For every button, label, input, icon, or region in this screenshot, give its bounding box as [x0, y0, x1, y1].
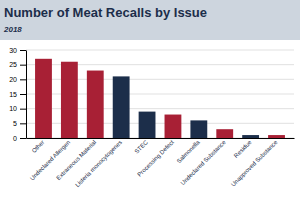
y-tick-mark	[20, 94, 26, 95]
y-tick: 15	[9, 91, 26, 98]
bars	[35, 59, 285, 138]
y-tick: 25	[9, 61, 26, 68]
x-axis: OtherUndeclared AllergenExtraneous Mater…	[27, 138, 295, 188]
y-tick-mark	[20, 50, 26, 51]
plot-area: 0 5 10 15 20 25 30 OtherUndeclared AllergenExtr…	[9, 47, 294, 188]
bar	[216, 129, 233, 138]
grid-line	[26, 50, 294, 51]
y-tick-mark	[20, 123, 26, 124]
x-tick-label: Salmonella	[176, 139, 202, 165]
y-tick-label: 15	[9, 91, 17, 98]
grid	[26, 50, 294, 138]
x-tick-label: Undeclared Substance	[180, 139, 228, 187]
x-tick-label: Processing Defect	[136, 139, 175, 178]
bar	[139, 112, 156, 138]
chart-svg: Number of Meat Recalls by Issue 2018 0 5 10 1…	[0, 0, 300, 200]
bar	[190, 120, 207, 138]
y-tick-mark	[20, 138, 26, 139]
y-tick-mark	[20, 79, 26, 80]
x-tick-label: Other	[31, 139, 46, 154]
x-tick: Unapproved Substance	[230, 138, 279, 188]
x-tick-label: Listeria monocytogenes	[74, 139, 123, 188]
bar	[242, 135, 259, 138]
header-background	[0, 0, 300, 40]
x-tick: Other	[31, 138, 46, 154]
title: Number of Meat Recalls by Issue	[4, 5, 207, 20]
bar	[61, 62, 78, 138]
subtitle: 2018	[3, 25, 22, 34]
x-tick: Listeria monocytogenes	[74, 138, 123, 188]
x-tick: Residue	[233, 138, 253, 159]
bar	[113, 76, 130, 138]
y-tick: 0	[13, 135, 26, 142]
y-axis: 0 5 10 15 20 25 30	[9, 47, 26, 142]
y-tick-label: 5	[13, 120, 17, 127]
x-tick-label: Residue	[233, 139, 253, 159]
x-tick: Processing Defect	[136, 138, 175, 178]
y-tick-label: 0	[13, 135, 17, 142]
y-tick-label: 30	[9, 47, 17, 54]
x-tick: Undeclared Substance	[180, 138, 228, 186]
y-axis-line	[26, 51, 27, 139]
y-tick-label: 10	[9, 105, 17, 112]
chart-container: Number of Meat Recalls by Issue 2018 0 5 10 1…	[0, 0, 300, 200]
y-tick: 30	[9, 47, 26, 54]
x-tick: Salmonella	[176, 138, 202, 164]
bar	[87, 71, 104, 138]
y-tick-mark	[20, 109, 26, 110]
y-tick: 5	[13, 120, 26, 127]
y-tick: 20	[9, 76, 26, 83]
y-tick: 10	[9, 105, 26, 112]
bar	[35, 59, 52, 138]
bar	[268, 135, 285, 138]
x-tick: STEC	[133, 138, 149, 155]
y-tick-label: 20	[9, 76, 17, 83]
y-tick-label: 25	[9, 61, 17, 68]
y-tick-mark	[20, 65, 26, 66]
x-tick-label: STEC	[133, 139, 149, 155]
bar	[165, 115, 182, 138]
x-tick-label: Unapproved Substance	[230, 139, 279, 188]
